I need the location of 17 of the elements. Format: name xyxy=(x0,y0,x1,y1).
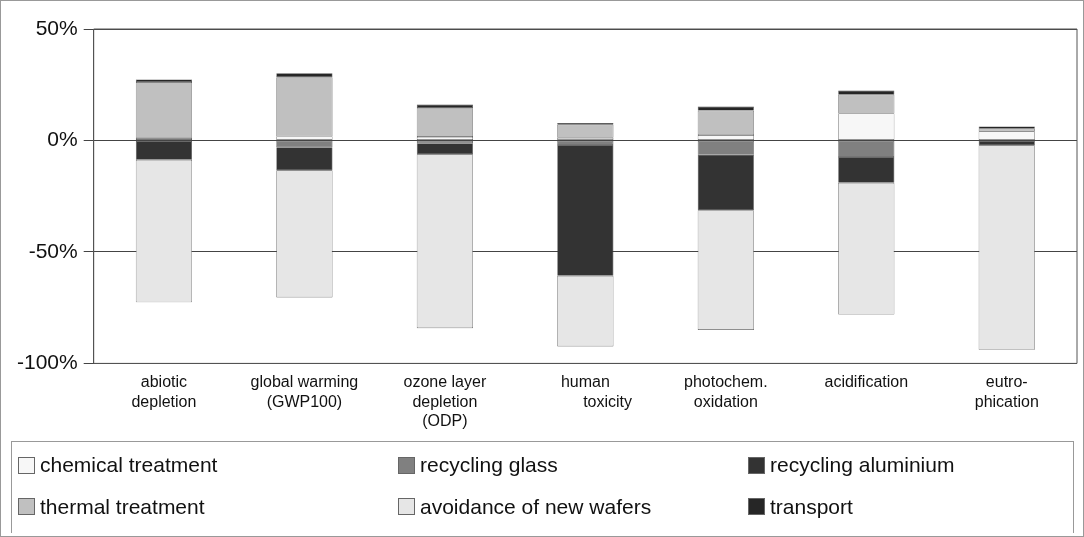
x-tick-label: photochem. oxidation xyxy=(684,373,768,410)
y-tick-label: -100% xyxy=(17,350,78,374)
x-tick-label: ozone layer depletion (ODP) xyxy=(403,373,487,429)
y-tick-label: 0% xyxy=(47,127,78,151)
y-tick-label: 50% xyxy=(35,15,78,39)
legend-label: recycling glass xyxy=(420,453,558,477)
legend-label: thermal treatment xyxy=(40,494,205,519)
y-tick-label: -50% xyxy=(28,238,78,262)
legend-label: avoidance of new wafers xyxy=(420,494,652,519)
x-tick-label: abiotic depletion xyxy=(131,373,197,410)
legend-label: chemical treatment xyxy=(40,453,218,477)
x-tick-label: eutro- phication xyxy=(974,373,1039,410)
x-tick-label: global warming (GWP100) xyxy=(250,373,359,410)
x-tick-label: acidification xyxy=(824,373,909,391)
x-tick-label: human toxicity xyxy=(538,373,633,410)
legend-label: recycling aluminium xyxy=(770,453,955,477)
legend-label: transport xyxy=(770,494,853,519)
